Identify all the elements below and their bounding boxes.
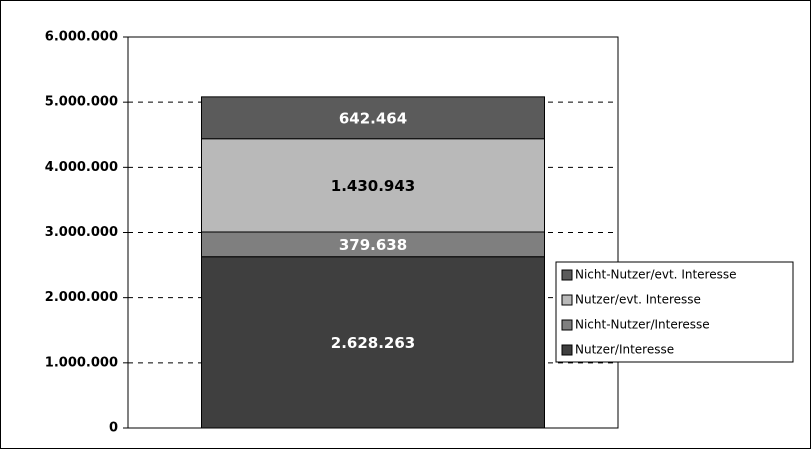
y-tick-label: 5.000.000 xyxy=(45,95,118,110)
y-tick-label: 1.000.000 xyxy=(45,355,118,370)
bar-segment xyxy=(201,256,545,429)
legend-label: Nicht-Nutzer/evt. Interesse xyxy=(575,268,736,282)
y-tick-label: 0 xyxy=(109,421,118,436)
y-tick-label: 2.000.000 xyxy=(45,290,118,305)
legend-swatch xyxy=(561,319,573,331)
bar-segment xyxy=(201,96,545,140)
bar-segment xyxy=(201,138,545,233)
legend-swatch xyxy=(561,294,573,306)
legend-box xyxy=(555,261,794,363)
legend-swatch xyxy=(561,269,573,281)
legend-swatch xyxy=(561,344,573,356)
y-tick-label: 4.000.000 xyxy=(45,160,118,175)
legend-label: Nicht-Nutzer/Interesse xyxy=(575,318,710,332)
y-tick-label: 3.000.000 xyxy=(45,225,118,240)
bar-segment xyxy=(201,231,545,258)
y-tick-label: 6.000.000 xyxy=(45,30,118,45)
legend-label: Nutzer/evt. Interesse xyxy=(575,293,701,307)
data-label: 642.464 xyxy=(339,109,407,127)
legend-label: Nutzer/Interesse xyxy=(575,343,674,357)
data-label: 2.628.263 xyxy=(331,334,415,352)
data-label: 1.430.943 xyxy=(331,177,415,195)
data-label: 379.638 xyxy=(339,236,407,254)
